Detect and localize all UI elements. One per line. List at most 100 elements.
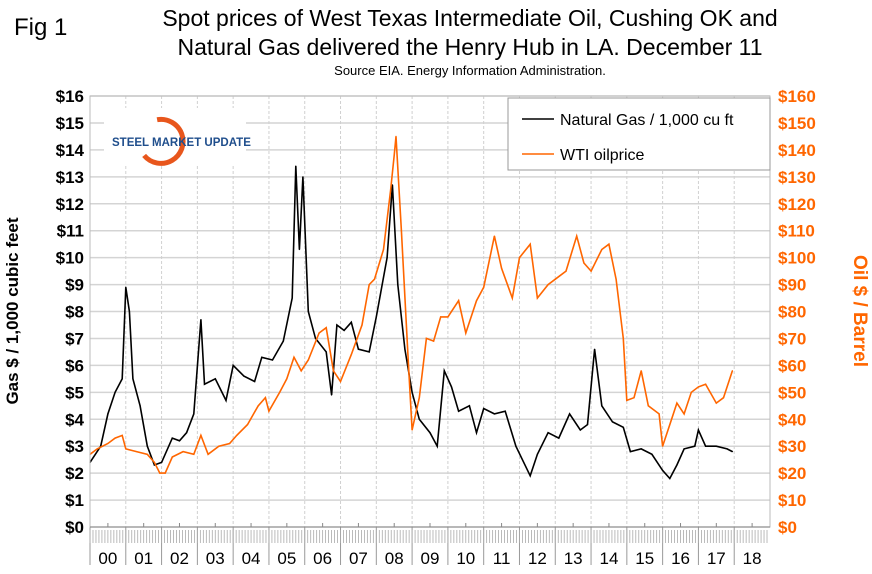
oil-data-point [236,434,238,437]
y-right-tick-label: $130 [778,168,816,187]
gas-data-point [676,464,678,466]
gas-data-point [368,351,370,353]
oil-data-point [264,397,266,399]
oil-data-point [447,316,449,318]
oil-data-point [411,429,413,431]
y-left-tick-label: $16 [56,87,84,106]
gas-data-point [418,418,420,420]
y-left-tick-label: $3 [65,437,84,456]
gas-data-point [529,475,531,477]
oil-data-point [647,405,649,407]
oil-data-point [350,354,352,356]
gas-data-point [731,450,734,453]
x-tick-label: 18 [743,549,762,568]
gas-data-point [697,429,700,431]
legend-label-gas: Natural Gas / 1,000 cu ft [560,112,734,129]
gas-data-point [669,477,671,480]
y-left-tick-label: $6 [65,356,84,375]
figure-label: Fig 1 [14,14,68,41]
oil-data-point [715,402,717,404]
gas-data-point [254,380,256,383]
gas-data-point [651,453,653,455]
oil-data-point [483,286,485,288]
oil-data-point [511,297,513,299]
y-right-tick-label: $60 [778,356,806,375]
oil-data-point [293,356,295,358]
oil-data-point [228,442,231,445]
oil-data-point [207,453,209,455]
y-left-tick-label: $0 [65,518,84,537]
oil-data-point [368,283,370,286]
y-left-tick-label: $9 [65,276,84,295]
y-axis-left-label: Gas $ / 1,000 cubic feet [3,217,22,404]
gas-data-point [504,410,506,412]
gas-data-point [515,445,517,447]
gas-data-point [594,348,596,350]
gas-data-point [171,437,173,439]
gas-data-point [468,405,470,407]
oil-data-point [114,437,116,439]
oil-data-point [697,386,700,388]
oil-data-point [382,248,385,251]
gas-data-point [450,386,453,388]
oil-data-point [279,391,281,393]
y-left-tick-label: $4 [65,410,84,429]
gas-data-point [243,375,245,377]
gas-data-point [662,469,664,472]
y-axis-right-label: Oil $ / Barrel [849,255,870,367]
oil-data-point [465,332,467,334]
steel-market-update-logo: STEEL MARKET UPDATE [104,108,251,166]
oil-data-point [373,278,376,280]
oil-data-point [554,278,556,280]
gas-data-point [536,453,538,455]
gas-data-point [640,448,642,450]
gas-data-point [298,248,300,251]
oil-data-point [565,270,567,272]
chart-title-line: Spot prices of West Texas Intermediate O… [162,5,778,31]
chart-title-line: Natural Gas delivered the Henry Hub in L… [177,34,763,60]
gas-data-point [547,432,549,434]
oil-data-point [583,262,585,264]
gas-data-point [601,405,603,407]
oil-data-point [425,337,428,340]
y-right-tick-label: $160 [778,87,816,106]
gas-data-point [203,383,206,385]
gas-data-point [125,286,127,288]
oil-data-point [640,370,642,372]
y-right-tick-label: $100 [778,249,816,268]
oil-data-point [529,243,531,245]
gas-data-point [261,356,263,358]
oil-data-point [418,397,420,399]
oil-data-point [171,456,173,458]
oil-data-point [590,270,592,272]
oil-data-point [547,283,549,286]
oil-data-point [390,189,392,191]
oil-data-point [475,300,478,302]
y-left-tick-label: $14 [56,141,85,160]
y-right-tick-label: $10 [778,491,806,510]
gas-data-point [114,391,116,393]
oil-data-point [518,257,521,259]
oil-data-point [536,297,538,299]
gas-data-point [586,424,589,426]
gas-data-point [579,429,581,431]
oil-data-point [361,324,363,326]
y-right-tick-label: $140 [778,141,816,160]
legend: Natural Gas / 1,000 cu ft WTI oilprice [507,97,771,171]
gas-data-point [314,337,317,340]
oil-data-point [193,453,195,455]
oil-data-point [286,378,288,380]
gas-data-point [493,413,496,415]
y-left-tick-label: $13 [56,168,84,187]
x-tick-label: 09 [421,549,440,568]
y-right-tick-label: $30 [778,437,806,456]
y-right-tick-label: $70 [778,329,806,348]
oil-data-point [200,434,202,437]
oil-data-point [731,370,734,372]
oil-data-point [268,410,270,412]
gas-data-point [160,461,163,463]
gas-data-point [397,283,399,286]
gas-data-point [336,324,338,326]
gas-data-point [726,448,728,450]
logo-text: STEEL MARKET UPDATE [112,137,251,149]
